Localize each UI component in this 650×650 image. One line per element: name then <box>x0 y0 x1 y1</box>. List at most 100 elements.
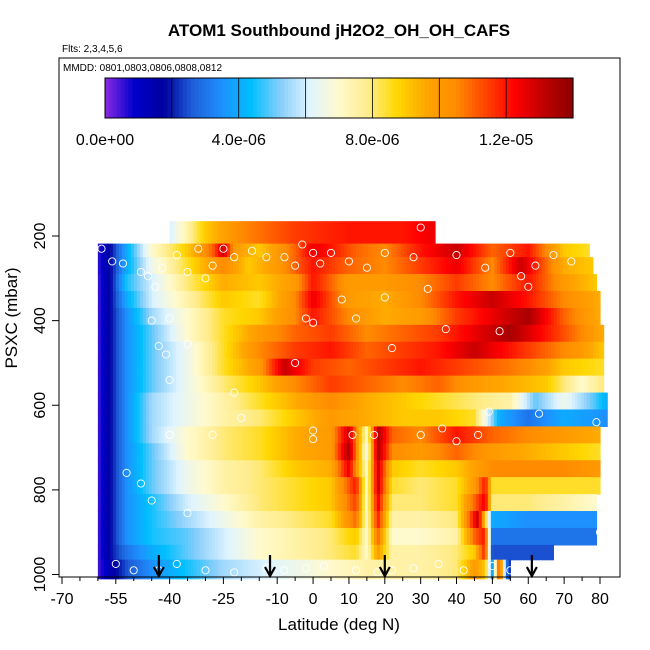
heatmap-cell <box>394 243 399 258</box>
heatmap-cell <box>196 409 201 428</box>
heatmap-cell <box>283 307 288 326</box>
heatmap-cell <box>403 324 408 343</box>
heatmap-cell <box>475 392 480 411</box>
heatmap-cell <box>490 257 495 275</box>
observation-point <box>111 559 120 568</box>
heatmap-cell <box>259 559 264 580</box>
heatmap-cell <box>244 511 249 529</box>
heatmap-cell <box>466 460 471 478</box>
heatmap-cell <box>307 409 312 428</box>
heatmap-cell <box>211 544 216 561</box>
heatmap-cell <box>292 307 297 326</box>
heatmap-cell <box>505 544 510 561</box>
heatmap-cell <box>259 291 264 309</box>
heatmap-cell <box>571 527 576 546</box>
heatmap-cell <box>484 257 489 275</box>
heatmap-cell <box>211 409 216 428</box>
heatmap-cell <box>394 477 399 495</box>
heatmap-cell <box>373 409 378 428</box>
heatmap-cell <box>313 375 318 394</box>
heatmap-layer <box>97 324 605 343</box>
observation-point <box>230 568 239 577</box>
heatmap-cell <box>220 426 225 444</box>
heatmap-cell <box>469 274 474 292</box>
heatmap-cell <box>553 443 558 461</box>
heatmap-cell <box>280 221 285 245</box>
heatmap-cell <box>142 274 147 292</box>
heatmap-cell <box>214 443 219 461</box>
heatmap-cell <box>109 477 114 495</box>
observation-point <box>86 430 95 439</box>
colorbar-swatch <box>549 78 555 118</box>
heatmap-cell <box>439 494 444 512</box>
heatmap-cell <box>391 559 396 580</box>
heatmap-cell <box>100 460 105 478</box>
heatmap-cell <box>322 221 327 245</box>
heatmap-cell <box>415 375 420 394</box>
heatmap-cell <box>205 291 210 309</box>
heatmap-cell <box>109 409 114 428</box>
heatmap-cell <box>385 544 390 561</box>
heatmap-cell <box>262 559 267 580</box>
heatmap-cell <box>271 426 276 444</box>
colorbar-swatch <box>339 78 344 118</box>
heatmap-cell <box>205 494 210 512</box>
heatmap-cell <box>244 559 249 580</box>
heatmap-cell <box>535 392 540 411</box>
colorbar-ticks: 0.0e+00 4.0e-06 8.0e-06 1.2e-05 <box>76 132 534 149</box>
heatmap-cell <box>406 477 411 495</box>
heatmap-cell <box>367 477 372 495</box>
heatmap-cell <box>187 257 192 275</box>
heatmap-cell <box>190 221 195 245</box>
heatmap-cell <box>274 409 279 428</box>
heatmap-cell <box>397 477 402 495</box>
observation-point <box>136 267 145 277</box>
heatmap-cell <box>358 243 363 258</box>
heatmap-cell <box>190 274 195 292</box>
heatmap-cell <box>415 559 420 580</box>
heatmap-layer <box>97 443 601 461</box>
heatmap-cell <box>457 426 462 444</box>
heatmap-cell <box>112 443 117 461</box>
colorbar-swatch <box>565 78 570 118</box>
heatmap-cell <box>226 358 231 377</box>
heatmap-cell <box>580 409 585 428</box>
heatmap-cell <box>364 257 369 275</box>
heatmap-cell <box>439 375 444 394</box>
heatmap-cell <box>235 559 240 580</box>
heatmap-cell <box>199 221 204 245</box>
heatmap-cell <box>562 358 567 377</box>
heatmap-cell <box>307 460 312 478</box>
heatmap-cell <box>250 511 255 529</box>
heatmap-cell <box>409 291 414 309</box>
heatmap-cell <box>556 324 561 343</box>
heatmap-cell <box>457 559 462 580</box>
heatmap-cell <box>325 426 330 444</box>
heatmap-cell <box>421 307 426 326</box>
heatmap-cell <box>505 375 510 394</box>
heatmap-cell <box>355 243 360 258</box>
heatmap-cell <box>334 559 339 580</box>
heatmap-cell <box>526 426 531 444</box>
heatmap-cell <box>151 307 156 326</box>
heatmap-cell <box>370 291 375 309</box>
heatmap-cell <box>97 409 102 428</box>
heatmap-cell <box>253 477 258 495</box>
heatmap-cell <box>376 324 381 343</box>
heatmap-cell <box>508 409 513 428</box>
heatmap-cell <box>565 409 570 428</box>
heatmap-cell <box>373 527 378 546</box>
heatmap-cell <box>490 460 495 478</box>
heatmap-cell <box>175 511 180 529</box>
heatmap-cell <box>241 494 246 512</box>
heatmap-cell <box>577 341 582 360</box>
heatmap-cell <box>205 358 210 377</box>
heatmap-cell <box>355 494 360 512</box>
heatmap-cell <box>391 257 396 275</box>
heatmap-cell <box>601 409 606 428</box>
colorbar-swatch <box>163 78 168 118</box>
heatmap-cell <box>148 426 153 444</box>
heatmap-cell <box>364 426 369 444</box>
heatmap-cell <box>382 426 387 444</box>
heatmap-cell <box>325 375 330 394</box>
